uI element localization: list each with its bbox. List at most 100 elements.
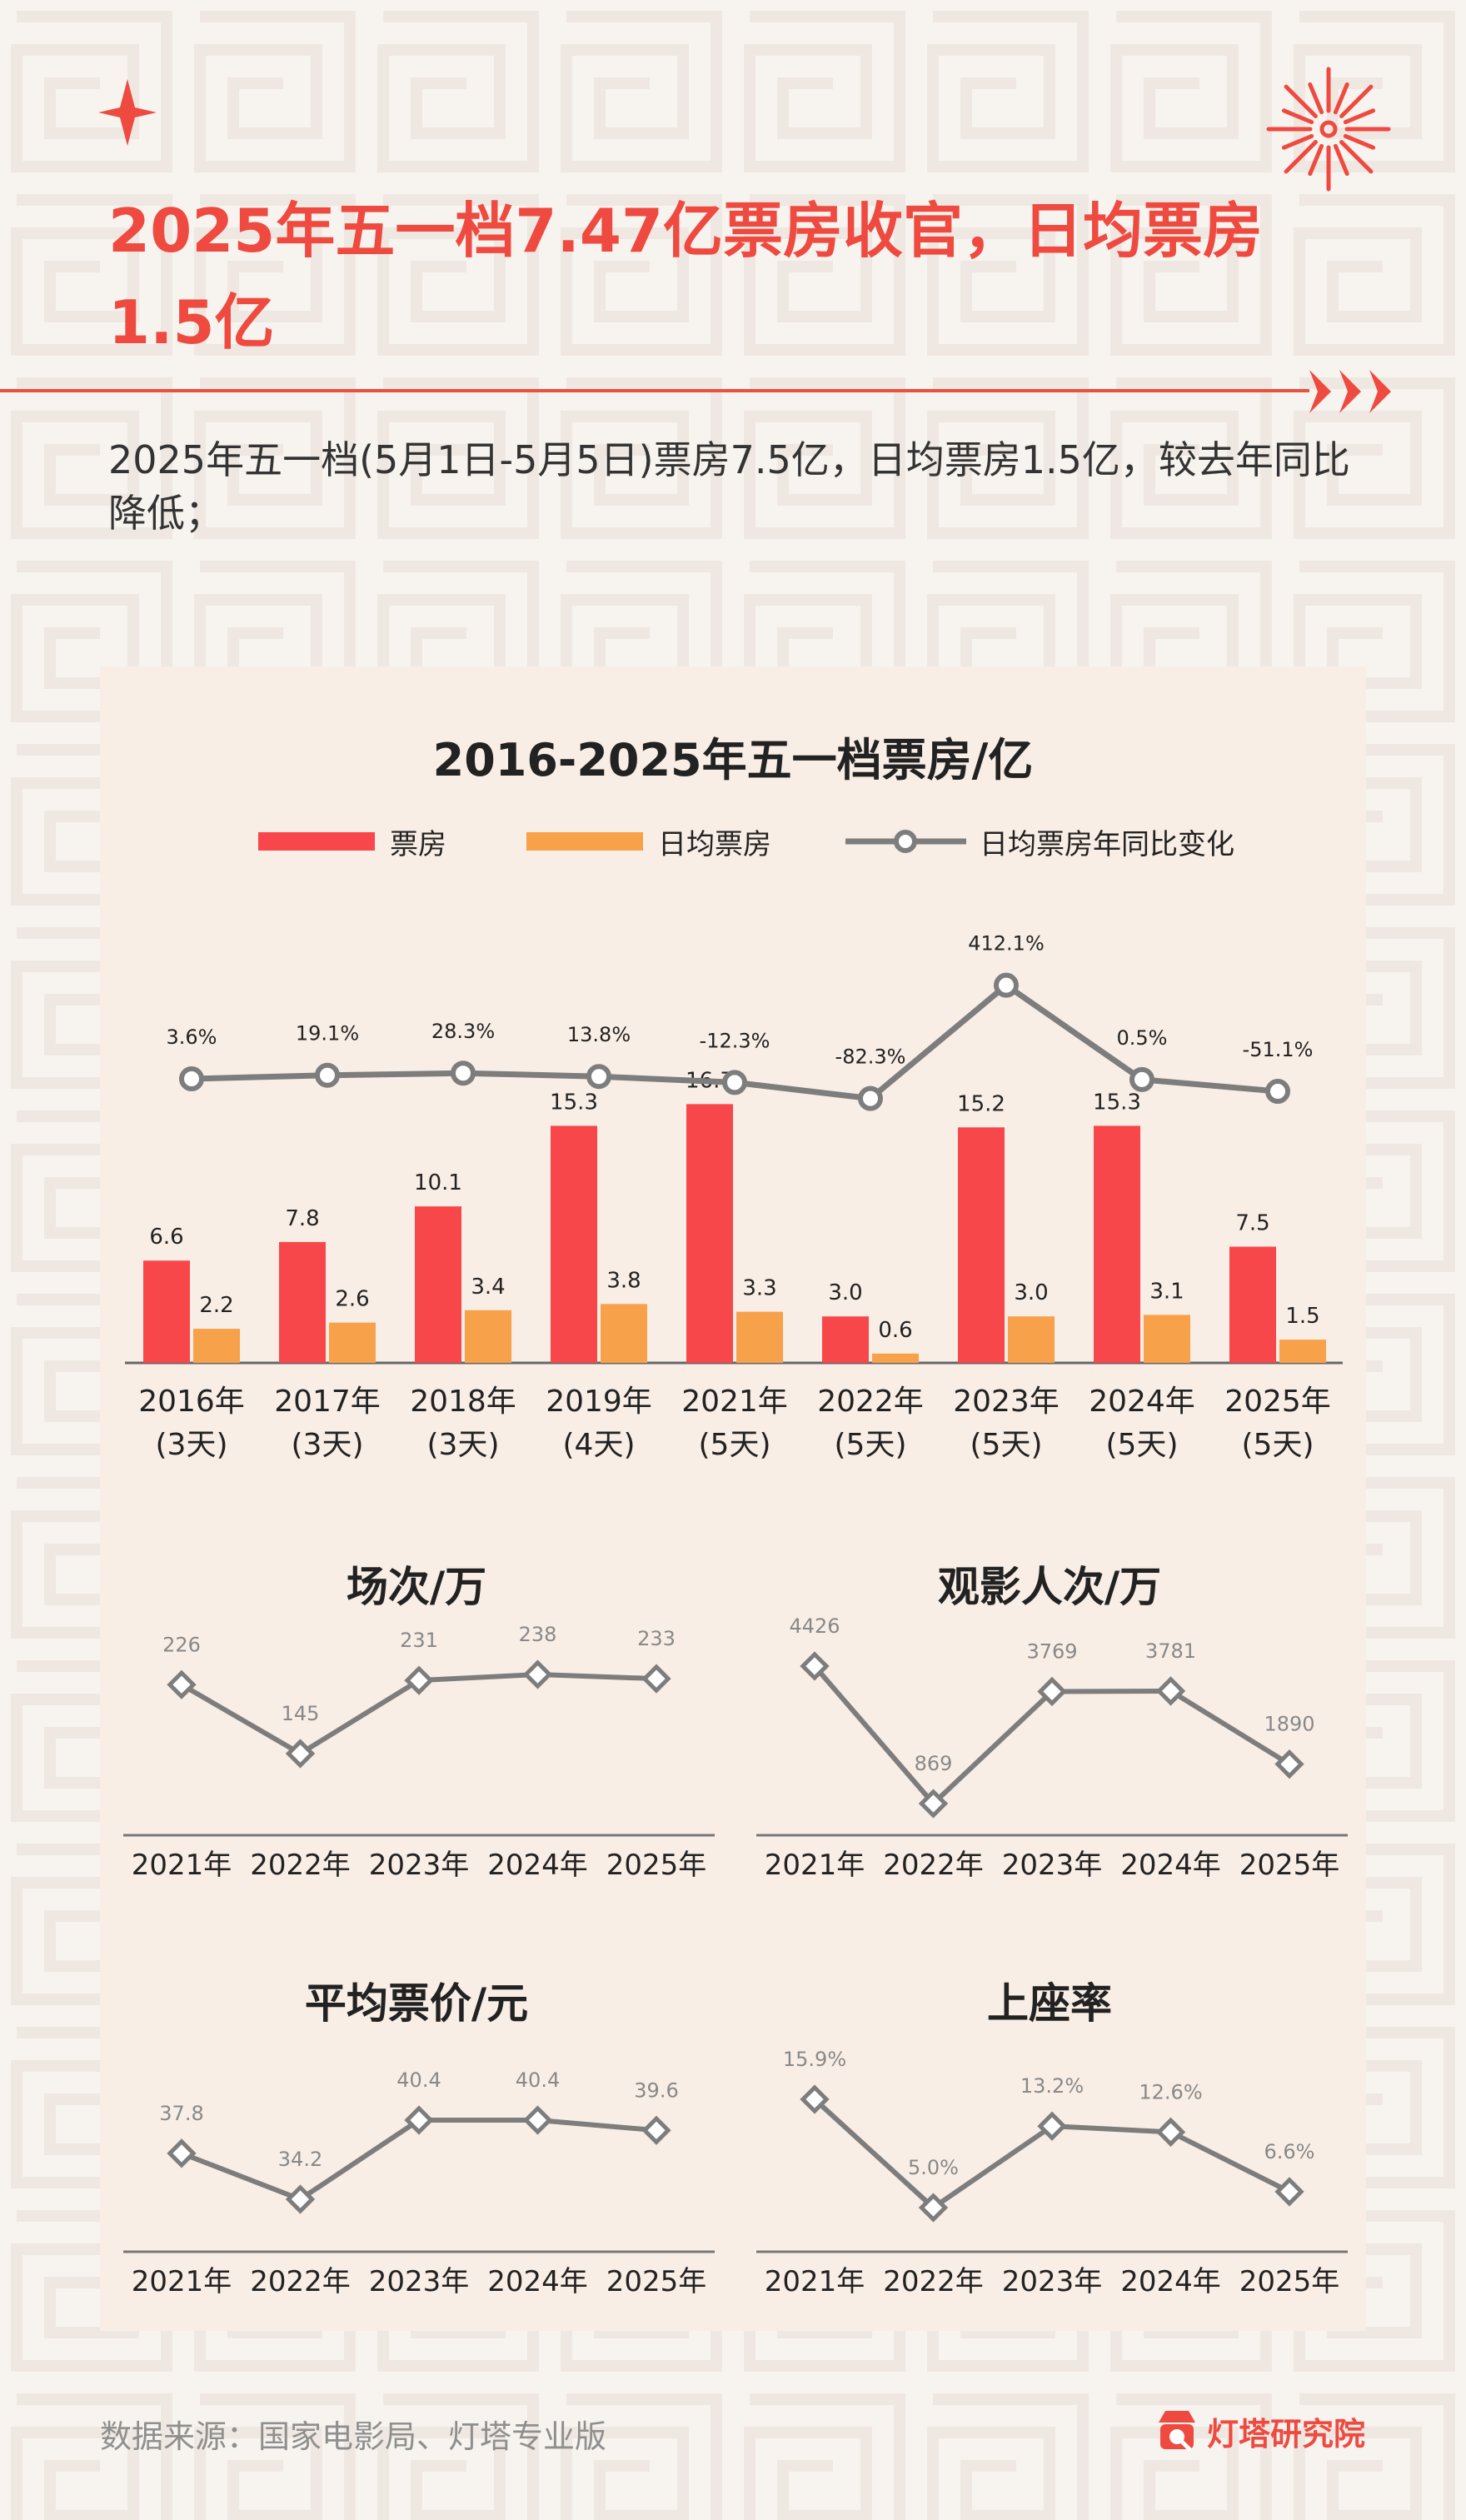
x-tick-label: (5天) bbox=[1106, 1428, 1179, 1462]
small-chart-value-label: 13.2% bbox=[1020, 2074, 1084, 2098]
small-chart-value-label: 226 bbox=[162, 1633, 201, 1656]
small-chart-tick-label: 2024年 bbox=[487, 1849, 588, 1882]
bar-daily-box-office bbox=[1279, 1340, 1326, 1363]
small-chart-point bbox=[1274, 2177, 1304, 2207]
small-chart-tick-label: 2022年 bbox=[250, 2265, 351, 2298]
yoy-point bbox=[315, 1062, 340, 1088]
small-chart-value-label: 5.0% bbox=[908, 2156, 959, 2179]
legend-label-yoy: 日均票房年同比变化 bbox=[980, 827, 1234, 861]
small-chart-point bbox=[285, 1739, 316, 1769]
yoy-label: -82.3% bbox=[835, 1045, 906, 1069]
brand-logo: 灯塔研究院 bbox=[1154, 2406, 1365, 2456]
small-chart-point bbox=[1155, 2117, 1186, 2148]
data-label-daily: 3.3 bbox=[742, 1276, 776, 1301]
small-chart-point bbox=[800, 2084, 830, 2114]
data-label-box-office: 10.1 bbox=[414, 1170, 462, 1195]
yoy-label: 412.1% bbox=[968, 932, 1045, 956]
small-chart-point bbox=[167, 2138, 197, 2168]
small-chart-value-label: 3781 bbox=[1145, 1639, 1196, 1663]
x-tick-label: (5天) bbox=[699, 1428, 771, 1462]
x-tick-label: 2025年 bbox=[1224, 1385, 1331, 1419]
small-chart-tick-label: 2025年 bbox=[606, 1849, 707, 1882]
bar-box-office bbox=[822, 1316, 869, 1363]
small-chart-tick-label: 2021年 bbox=[132, 2265, 232, 2298]
small-chart-value-label: 6.6% bbox=[1264, 2140, 1315, 2163]
data-label-daily: 3.8 bbox=[606, 1268, 641, 1293]
small-chart-point bbox=[1155, 1676, 1186, 1706]
small-chart-tick-label: 2023年 bbox=[369, 2265, 470, 2298]
small-chart-tick-label: 2024年 bbox=[1120, 2265, 1221, 2298]
bar-daily-box-office bbox=[329, 1322, 376, 1363]
bar-daily-box-office bbox=[193, 1329, 240, 1363]
data-label-daily: 2.6 bbox=[335, 1287, 369, 1312]
data-label-daily: 3.4 bbox=[471, 1275, 505, 1300]
small-chart-point bbox=[918, 2193, 949, 2223]
small-chart-value-label: 3769 bbox=[1026, 1639, 1077, 1663]
x-tick-label: 2019年 bbox=[546, 1385, 652, 1419]
small-chart-tick-label: 2022年 bbox=[250, 1849, 351, 1882]
small-chart-point bbox=[522, 1659, 553, 1689]
small-chart-value-label: 40.4 bbox=[516, 2068, 560, 2092]
legend-line-marker bbox=[845, 830, 966, 853]
small-chart-value-label: 869 bbox=[915, 1752, 953, 1775]
main-chart-title: 2016-2025年五一档票房/亿 bbox=[432, 734, 1034, 786]
small-chart-point bbox=[522, 2105, 553, 2135]
x-tick-label: 2018年 bbox=[410, 1385, 516, 1419]
small-chart-tick-label: 2023年 bbox=[1002, 2265, 1103, 2298]
small-chart-value-label: 37.8 bbox=[159, 2102, 203, 2125]
small-chart-tick-label: 2022年 bbox=[883, 1849, 984, 1882]
small-chart-point bbox=[404, 1665, 434, 1695]
small-chart-point bbox=[1037, 1676, 1067, 1707]
yoy-point bbox=[1129, 1066, 1154, 1092]
screenings-chart-title: 场次/万 bbox=[346, 1563, 487, 1611]
four-point-star-icon bbox=[98, 79, 157, 146]
yoy-label: 3.6% bbox=[167, 1025, 217, 1049]
page-subtitle: 2025年五一档(5月1日-5月5日)票房7.5亿，日均票房1.5亿，较去年同比… bbox=[108, 437, 1350, 536]
small-chart-tick-label: 2022年 bbox=[883, 2265, 984, 2298]
bar-box-office bbox=[686, 1104, 733, 1363]
legend-label-daily: 日均票房 bbox=[658, 827, 771, 861]
small-chart-point bbox=[800, 1651, 830, 1681]
small-chart-tick-label: 2024年 bbox=[1120, 1849, 1221, 1882]
small-chart-tick-label: 2025年 bbox=[1239, 2265, 1340, 2298]
avg-price-chart-title: 平均票价/元 bbox=[304, 1979, 529, 2028]
small-chart-point bbox=[918, 1789, 949, 1819]
small-chart-point bbox=[404, 2105, 434, 2135]
data-label-daily: 2.2 bbox=[199, 1293, 233, 1318]
small-chart-point bbox=[641, 1664, 671, 1694]
x-tick-label: (5天) bbox=[1242, 1428, 1314, 1462]
bar-daily-box-office bbox=[1144, 1315, 1190, 1363]
small-chart-value-label: 4426 bbox=[789, 1614, 840, 1638]
small-chart-tick-label: 2025年 bbox=[1239, 1849, 1340, 1882]
x-tick-label: (4天) bbox=[563, 1428, 636, 1462]
yoy-point bbox=[994, 972, 1019, 998]
legend-swatch-daily bbox=[526, 832, 643, 851]
page-title: 2025年五一档7.47亿票房收官，日均票房1.5亿 bbox=[108, 196, 1264, 357]
small-chart-point bbox=[1274, 1749, 1304, 1779]
yoy-point bbox=[179, 1066, 204, 1092]
title-divider bbox=[0, 389, 1309, 392]
bar-box-office bbox=[279, 1241, 326, 1363]
small-chart-tick-label: 2023年 bbox=[369, 1849, 470, 1882]
small-chart-value-label: 40.4 bbox=[396, 2068, 441, 2092]
occupancy-chart-title: 上座率 bbox=[987, 1979, 1112, 2028]
small-chart-value-label: 231 bbox=[400, 1629, 438, 1652]
small-chart-point bbox=[641, 2115, 671, 2145]
yoy-point bbox=[451, 1060, 476, 1086]
yoy-label: 0.5% bbox=[1117, 1026, 1168, 1050]
triple-arrow-icon bbox=[1309, 370, 1391, 413]
small-chart-value-label: 39.6 bbox=[634, 2078, 678, 2102]
x-tick-label: 2023年 bbox=[953, 1385, 1060, 1419]
x-tick-label: 2022年 bbox=[817, 1385, 924, 1419]
small-chart-value-label: 15.9% bbox=[783, 2048, 846, 2071]
bar-box-office bbox=[415, 1206, 461, 1363]
data-label-box-office: 15.3 bbox=[1093, 1090, 1141, 1115]
yoy-label: -12.3% bbox=[700, 1029, 770, 1052]
data-label-box-office: 15.3 bbox=[550, 1090, 598, 1115]
small-chart-tick-label: 2021年 bbox=[132, 1849, 232, 1882]
x-tick-label: 2016年 bbox=[138, 1385, 245, 1419]
bar-daily-box-office bbox=[736, 1311, 783, 1363]
small-chart-point bbox=[285, 2184, 316, 2214]
